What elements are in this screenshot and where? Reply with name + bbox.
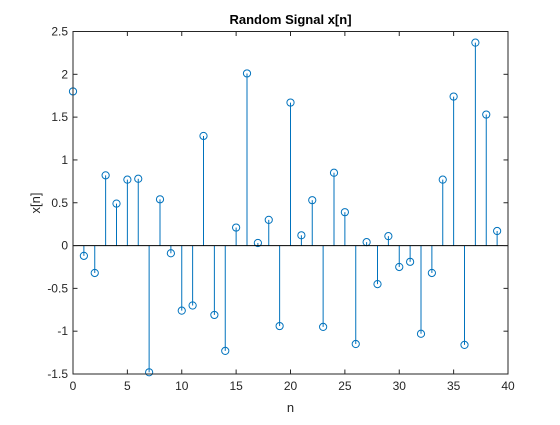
stem-marker [264,215,273,224]
y-tick-label: 1 [61,153,68,167]
stem-marker [482,110,491,119]
stem-marker [449,92,458,101]
x-tick-label: 5 [124,379,131,393]
stem-marker [438,175,447,184]
stem-marker [416,329,426,338]
stem-marker [427,268,436,278]
stem-marker [134,174,143,183]
stem-marker [319,322,328,332]
axes-frame [72,31,509,375]
stem-marker [351,339,360,349]
x-tick-label: 0 [70,379,77,393]
stem-lines [72,42,498,373]
y-tick-label: 0.5 [51,196,68,210]
stem-marker [112,199,121,208]
y-axis-title: x[n] [28,193,43,214]
y-tick-label: -1.5 [47,367,68,381]
stem-marker [384,232,393,241]
stem-marker [329,168,339,177]
stem-marker [79,251,88,260]
stem-marker [308,196,317,205]
x-tick-label: 35 [447,379,461,393]
x-tick-label: 25 [338,379,352,393]
x-tick-label: 30 [393,379,407,393]
stem-marker [232,223,241,232]
stem-marker [123,175,132,184]
stem-marker [493,226,502,236]
stem-marker [373,279,382,289]
stem-marker [340,208,349,217]
stem-marker [395,262,404,272]
stem-marker [155,195,165,204]
chart-title: Random Signal x[n] [229,12,351,27]
y-tick-label: -1 [57,324,68,338]
stem-marker [145,368,154,377]
stem-marker [297,231,306,240]
stem-marker [188,301,197,310]
y-tick-label: 0 [61,239,68,253]
x-tick-label: 10 [175,379,189,393]
y-tick-labels: -1.5 -1 -0.5 0 0.5 1 1.5 2 2.5 [47,25,68,382]
stem-marker [253,238,262,248]
stem-marker [406,257,415,266]
y-tick-label: 2 [61,67,68,81]
y-tick-label: -0.5 [47,281,68,295]
stem-marker [221,346,230,355]
x-axis-title: n [287,400,294,415]
stem-marker [275,321,284,331]
stem-marker [210,310,219,320]
y-tick-label: 1.5 [51,110,68,124]
stem-marker [166,249,175,258]
stem-marker [177,306,186,315]
stem-marker [90,268,99,278]
stem-marker [199,131,208,141]
x-tick-label: 40 [501,379,515,393]
x-tick-labels: 0 5 10 15 20 25 30 35 40 [70,379,515,393]
stem-marker [101,171,110,180]
stem-marker [286,98,295,107]
stem-marker [242,69,252,78]
x-tick-label: 15 [229,379,243,393]
y-tick-label: 2.5 [51,25,68,39]
stem-marker [471,38,480,47]
stem-marker [460,340,469,349]
x-tick-label: 20 [284,379,298,393]
